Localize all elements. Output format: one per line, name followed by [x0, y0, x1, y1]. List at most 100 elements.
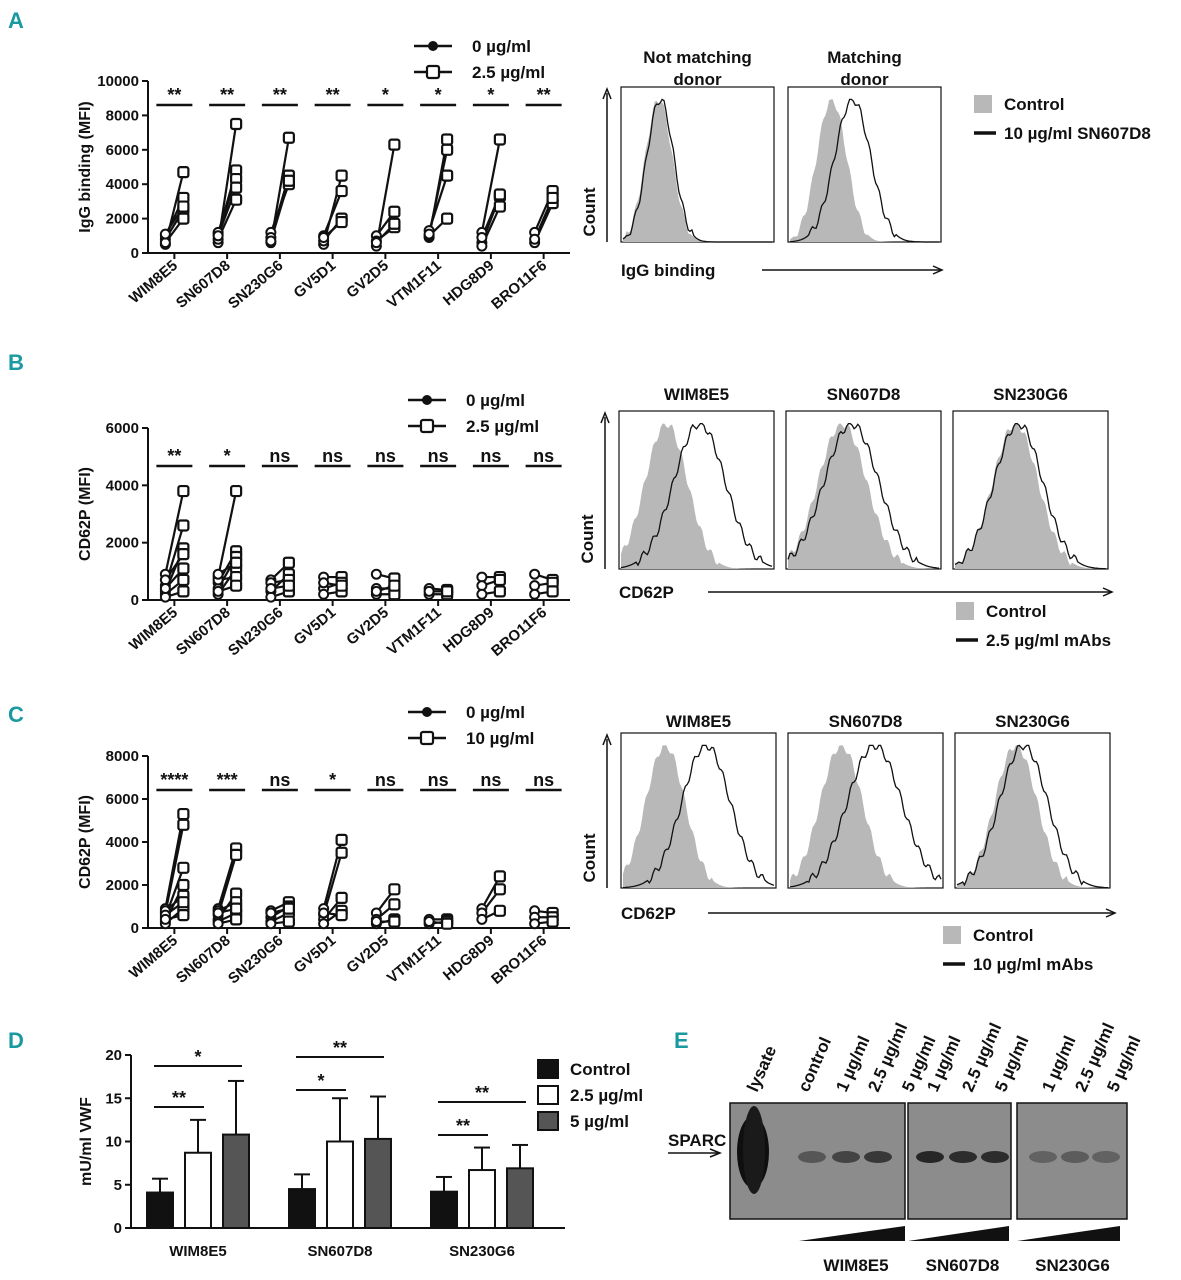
histogram-title: SN230G6 — [995, 712, 1070, 731]
lane-label: control — [794, 1034, 835, 1094]
y-tick-label: 5 — [114, 1177, 122, 1194]
concentration-wedge — [908, 1226, 1009, 1241]
legend-label-1: 2.5 µg/ml — [466, 417, 539, 436]
point-1 — [282, 131, 295, 144]
mab-histogram — [622, 744, 775, 889]
sparc-band — [832, 1151, 860, 1163]
pair-line — [375, 144, 396, 247]
count-label: Count — [580, 187, 599, 236]
significance-label: ns — [533, 770, 554, 790]
panel-label-e: E — [674, 1028, 689, 1053]
point-0 — [265, 907, 277, 919]
count-label: Count — [578, 514, 597, 563]
point-1 — [493, 188, 506, 201]
point-1 — [230, 484, 243, 498]
significance-label: ** — [167, 85, 181, 105]
histogram-title: donor — [673, 70, 722, 89]
point-1 — [441, 585, 454, 598]
blot-group-label: SN607D8 — [926, 1256, 1000, 1275]
point-1 — [546, 585, 559, 598]
y-arrowhead — [600, 410, 610, 424]
point-0 — [318, 232, 330, 244]
category-label: BRO11F6 — [488, 257, 550, 313]
y-tick-label: 6000 — [106, 791, 139, 808]
y-tick-label: 8000 — [106, 748, 139, 765]
mab-histogram — [787, 422, 940, 569]
point-1 — [493, 200, 506, 213]
panel-label-b: B — [8, 350, 24, 375]
sparc-band — [916, 1151, 944, 1163]
flow-panel-B: WIM8E5 SN607D8 SN230G6 Count CD62P Control 2.5… — [578, 385, 1114, 650]
legend-label-0: 0 µg/ml — [466, 391, 525, 410]
significance-label: ns — [533, 446, 554, 466]
significance-label: * — [435, 85, 442, 105]
category-label: SN607D8 — [307, 1243, 372, 1260]
y-tick-label: 2000 — [106, 877, 139, 894]
category-label: VTM1F11 — [384, 932, 445, 987]
bar — [506, 1167, 534, 1229]
blot-membrane — [1016, 1102, 1128, 1220]
point-0 — [212, 918, 224, 930]
significance-label: ns — [322, 446, 343, 466]
point-0 — [159, 913, 171, 925]
legend-marker-0 — [422, 707, 432, 717]
bar — [288, 1188, 316, 1229]
significance-label: ** — [172, 1088, 186, 1108]
flow-panel-A: Not matching donor Matching donor Count IgG b… — [580, 48, 1151, 280]
point-0 — [318, 588, 330, 600]
category-label: GV2D5 — [343, 604, 392, 649]
point-0 — [529, 588, 541, 600]
legend-swatch — [537, 1059, 559, 1079]
pair-line — [480, 139, 501, 233]
point-0 — [318, 918, 330, 930]
pair-line — [322, 190, 343, 237]
histogram-title: SN607D8 — [829, 712, 903, 731]
category-label: SN607D8 — [173, 932, 234, 987]
point-1 — [177, 896, 190, 909]
significance-label: ** — [167, 446, 181, 466]
point-1 — [177, 166, 190, 179]
point-1 — [230, 556, 243, 569]
point-1 — [493, 585, 506, 598]
point-1 — [230, 913, 243, 926]
legend-label: Control — [570, 1060, 630, 1079]
control-histogram — [623, 745, 774, 888]
point-1 — [177, 585, 190, 598]
point-1 — [493, 573, 506, 587]
blot-group-label: WIM8E5 — [823, 1256, 888, 1275]
category-label: SN607D8 — [173, 604, 234, 659]
y-tick-label: 20 — [105, 1047, 122, 1064]
y-tick-label: 2000 — [106, 535, 139, 552]
significance-label: ** — [456, 1116, 470, 1136]
point-1 — [335, 908, 348, 922]
pair-line — [217, 490, 238, 578]
point-0 — [476, 232, 488, 244]
point-0 — [265, 918, 277, 930]
category-label: BRO11F6 — [488, 604, 550, 660]
point-1 — [388, 898, 401, 911]
point-0 — [212, 585, 224, 597]
sparc-band — [1061, 1151, 1089, 1163]
point-1 — [282, 915, 295, 928]
sparc-label: SPARC — [668, 1131, 726, 1150]
legend-label-1: 10 µg/ml — [466, 729, 534, 748]
point-0 — [370, 237, 382, 249]
y-tick-label: 10000 — [97, 73, 139, 90]
y-axis-title: CD62P (MFI) — [77, 795, 94, 889]
mab-histogram — [789, 98, 939, 243]
point-1 — [335, 846, 348, 859]
histogram-title: donor — [840, 70, 889, 89]
y-tick-label: 0 — [131, 592, 139, 609]
point-1 — [441, 169, 454, 182]
pair-line — [428, 149, 449, 235]
point-0 — [529, 918, 541, 930]
significance-label: ** — [220, 85, 234, 105]
significance-label: ns — [480, 770, 501, 790]
category-label: SN230G6 — [449, 1243, 515, 1260]
legend-swatch-control — [956, 602, 974, 620]
category-label: GV5D1 — [291, 932, 340, 977]
significance-label: * — [329, 770, 336, 790]
